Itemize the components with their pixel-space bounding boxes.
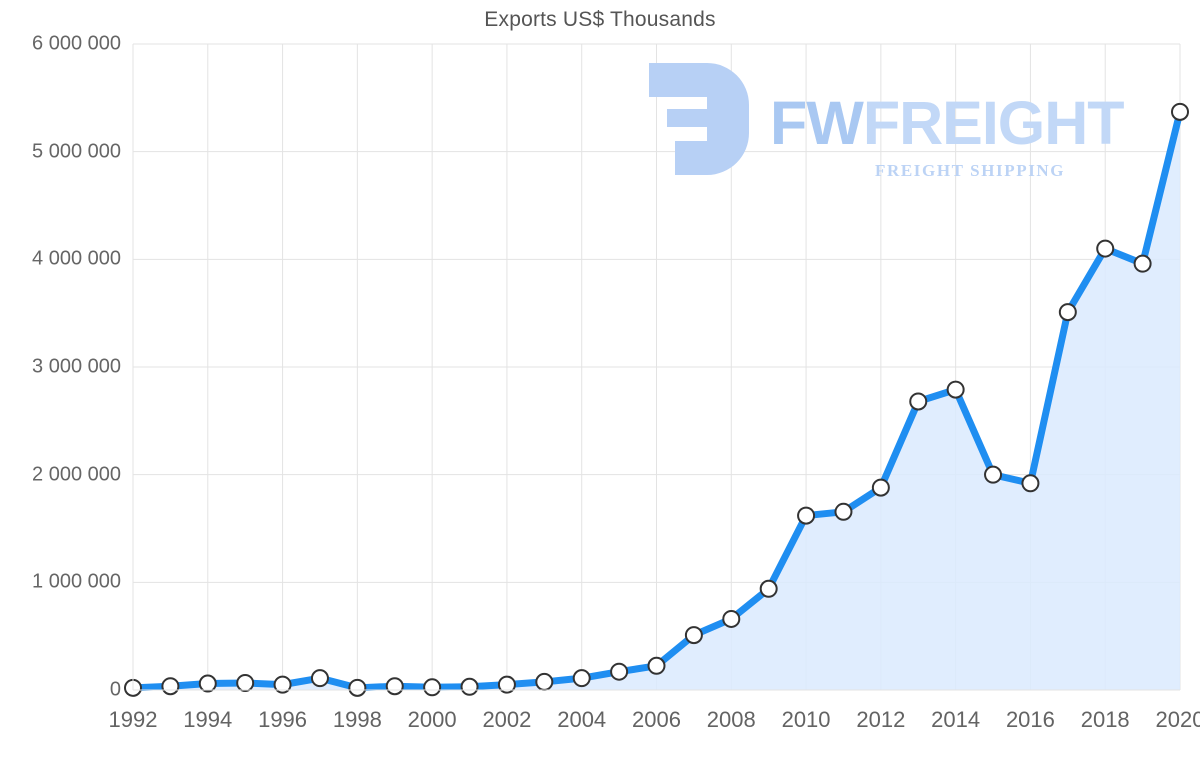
- x-axis-tick-label: 2012: [856, 707, 906, 732]
- x-axis-tick-label: 1998: [332, 707, 382, 732]
- data-point-marker[interactable]: [1171, 102, 1189, 121]
- y-axis-tick-label: 0: [109, 678, 121, 701]
- y-axis-tick-label: 6 000 000: [32, 32, 121, 55]
- x-axis-tick-label: 2020: [1155, 707, 1200, 732]
- data-point-marker[interactable]: [198, 674, 217, 693]
- y-axis-tick-label: 1 000 000: [32, 570, 121, 593]
- x-axis-tick-label: 1996: [258, 707, 308, 732]
- x-axis-tick-label: 2014: [931, 707, 981, 732]
- data-point-marker[interactable]: [535, 672, 554, 691]
- data-point-marker[interactable]: [684, 626, 703, 645]
- x-axis-tick-label: 2006: [632, 707, 681, 732]
- data-point-marker[interactable]: [722, 609, 741, 628]
- y-axis-tick-label: 3 000 000: [32, 355, 121, 378]
- data-point-marker[interactable]: [984, 465, 1003, 484]
- x-axis-tick-label: 2010: [781, 707, 831, 732]
- data-point-marker[interactable]: [572, 669, 591, 688]
- data-point-marker[interactable]: [1021, 474, 1040, 493]
- x-axis-tick-label: 2004: [557, 707, 607, 732]
- data-point-marker[interactable]: [797, 506, 816, 525]
- data-point-marker[interactable]: [834, 502, 853, 521]
- data-point-marker[interactable]: [460, 677, 479, 696]
- data-point-marker[interactable]: [1133, 254, 1152, 273]
- y-axis-tick-label: 4 000 000: [32, 247, 121, 270]
- y-axis-tick-label: 2 000 000: [32, 463, 121, 486]
- data-point-marker[interactable]: [647, 656, 666, 675]
- data-point-marker[interactable]: [909, 392, 928, 411]
- data-point-marker[interactable]: [871, 478, 890, 497]
- x-axis-tick-label: 2000: [407, 707, 457, 732]
- x-axis-tick-label: 2008: [706, 707, 756, 732]
- data-point-marker[interactable]: [759, 579, 778, 598]
- data-point-marker[interactable]: [161, 677, 180, 696]
- data-point-marker[interactable]: [236, 674, 255, 693]
- chart-title: Exports US$ Thousands: [484, 8, 716, 31]
- x-axis-tick-label: 2016: [1005, 707, 1055, 732]
- data-point-marker[interactable]: [385, 677, 404, 696]
- x-axis-tick-label: 2002: [482, 707, 532, 732]
- data-point-marker[interactable]: [1058, 303, 1077, 322]
- data-point-marker[interactable]: [348, 678, 367, 697]
- data-point-marker[interactable]: [423, 678, 442, 697]
- data-point-marker[interactable]: [610, 662, 629, 681]
- y-axis-tick-label: 5 000 000: [32, 140, 121, 163]
- data-point-marker[interactable]: [946, 380, 965, 399]
- x-axis-tick-label: 2018: [1080, 707, 1130, 732]
- x-axis-tick-label: 1992: [108, 707, 158, 732]
- data-point-marker[interactable]: [273, 675, 292, 694]
- x-axis-tick-label: 1994: [183, 707, 233, 732]
- data-point-marker[interactable]: [310, 669, 329, 688]
- area-fill: [133, 111, 1180, 690]
- data-point-marker[interactable]: [497, 675, 516, 694]
- data-point-marker[interactable]: [1096, 239, 1115, 258]
